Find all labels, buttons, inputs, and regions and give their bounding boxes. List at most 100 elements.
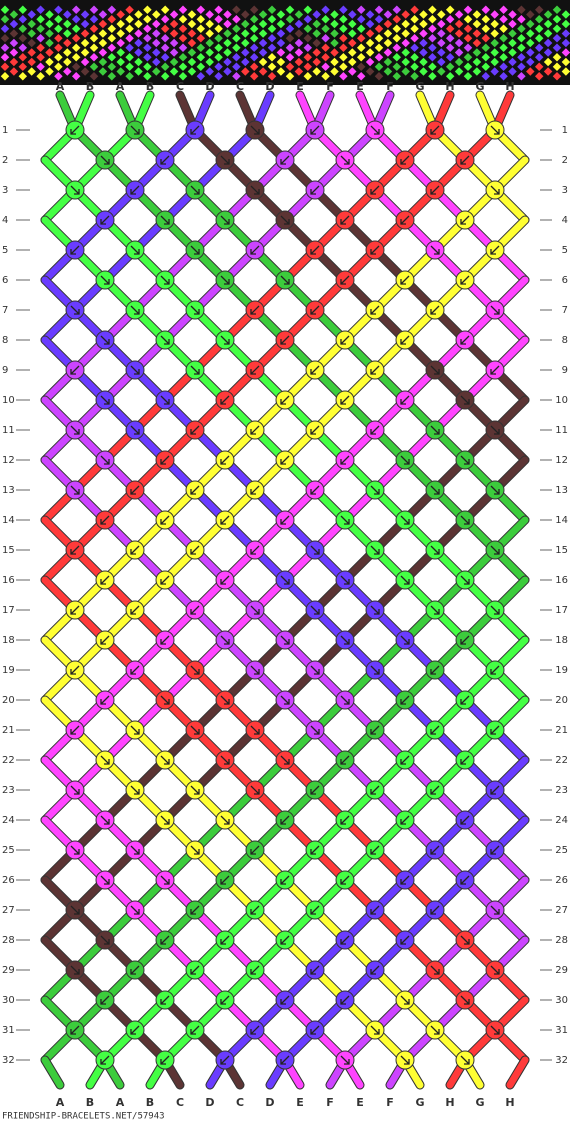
preview-cell (356, 24, 366, 33)
preview-cell (401, 19, 410, 29)
preview-cell (490, 57, 499, 67)
knot-arrow (100, 635, 110, 645)
knot-arrow (280, 275, 290, 285)
knot-arrow (100, 275, 110, 285)
preview-cell (125, 62, 134, 71)
row-label-right: 24 (555, 815, 568, 826)
knot-arrow (190, 545, 200, 555)
row-label-left: 23 (2, 785, 15, 796)
knot-arrow (430, 425, 440, 435)
knot-arrow (160, 515, 170, 525)
preview-cell (285, 72, 295, 81)
preview-cell (428, 34, 437, 43)
preview-cell (152, 48, 161, 57)
bottom-label: E (356, 1096, 364, 1109)
row-label-right: 26 (555, 875, 568, 886)
knot-arrow (400, 455, 410, 465)
knot-arrow (100, 995, 110, 1005)
preview-cell (437, 10, 446, 19)
preview-cell (419, 48, 428, 57)
knot-arrow (160, 815, 170, 825)
knot-arrow (430, 785, 440, 795)
top-label: G (475, 80, 484, 93)
preview-cell (294, 38, 304, 48)
preview-cell (125, 24, 134, 33)
knot-arrow (220, 275, 230, 285)
knot-arrow (100, 875, 110, 885)
knot-arrow (100, 515, 110, 525)
knot-arrow (100, 395, 110, 405)
preview-cell (428, 72, 437, 81)
bottom-label: D (265, 1096, 274, 1109)
row-label-right: 28 (555, 935, 568, 946)
knot-arrow (280, 515, 290, 525)
preview-cell (98, 57, 108, 67)
preview-cell (383, 29, 393, 38)
preview-cell (383, 38, 393, 48)
knot-arrow (340, 215, 350, 225)
preview-cell (312, 57, 321, 67)
preview-cell (214, 34, 223, 43)
knot-arrow (130, 125, 140, 135)
knot-arrow (460, 1055, 470, 1065)
knot-arrow (370, 245, 380, 255)
preview-cell (499, 24, 508, 33)
knot-arrow (280, 635, 290, 645)
knot-arrow (430, 1025, 440, 1035)
knot-arrow (280, 815, 290, 825)
preview-cell (89, 72, 99, 81)
preview-cell (89, 43, 99, 52)
knot-arrow (280, 995, 290, 1005)
preview-cell (54, 34, 63, 43)
preview-cell (169, 67, 179, 76)
preview-cell (276, 19, 286, 29)
preview-cell (249, 43, 259, 52)
knot-arrow (130, 845, 140, 855)
knot-arrow (490, 845, 500, 855)
preview-cell (241, 38, 250, 48)
preview-cell (356, 62, 366, 71)
preview-cell (187, 48, 197, 57)
preview-cell (339, 24, 348, 33)
knot-arrow (220, 335, 230, 345)
bottom-label: F (326, 1096, 334, 1109)
knot-arrow (340, 755, 350, 765)
knot-arrow (340, 395, 350, 405)
row-label-left: 2 (2, 155, 8, 166)
preview-cell (463, 5, 473, 14)
preview-cell (134, 67, 143, 76)
bottom-label: C (236, 1096, 244, 1109)
preview-cell (339, 5, 348, 14)
preview-cell (401, 67, 410, 76)
preview-cell (445, 24, 455, 33)
knot-arrow (340, 635, 350, 645)
knot-arrow (280, 875, 290, 885)
bottom-label: G (415, 1096, 424, 1109)
knot-arrow (100, 815, 110, 825)
knot-arrow (490, 605, 500, 615)
knot-arrow (460, 815, 470, 825)
preview-cell (98, 67, 108, 76)
preview-cell (499, 43, 508, 52)
preview-cell (348, 38, 357, 48)
knot-arrow (370, 785, 380, 795)
preview-cell (294, 10, 304, 19)
knot-arrow (310, 305, 320, 315)
knot-arrow (460, 875, 470, 885)
preview-cell (445, 62, 455, 71)
preview-cell (481, 34, 491, 43)
preview-cell (116, 48, 125, 57)
preview-cell (330, 19, 339, 29)
preview-cell (232, 53, 241, 62)
row-label-right: 11 (555, 425, 568, 436)
row-label-left: 6 (2, 275, 8, 286)
knot-arrow (160, 755, 170, 765)
preview-cell (499, 34, 508, 43)
preview-cell (241, 67, 250, 76)
preview-cell (223, 57, 232, 67)
preview-cell (303, 24, 313, 33)
knot-arrow (430, 485, 440, 495)
row-label-right: 13 (555, 485, 568, 496)
preview-cell (285, 62, 295, 71)
knot-arrow (220, 815, 230, 825)
